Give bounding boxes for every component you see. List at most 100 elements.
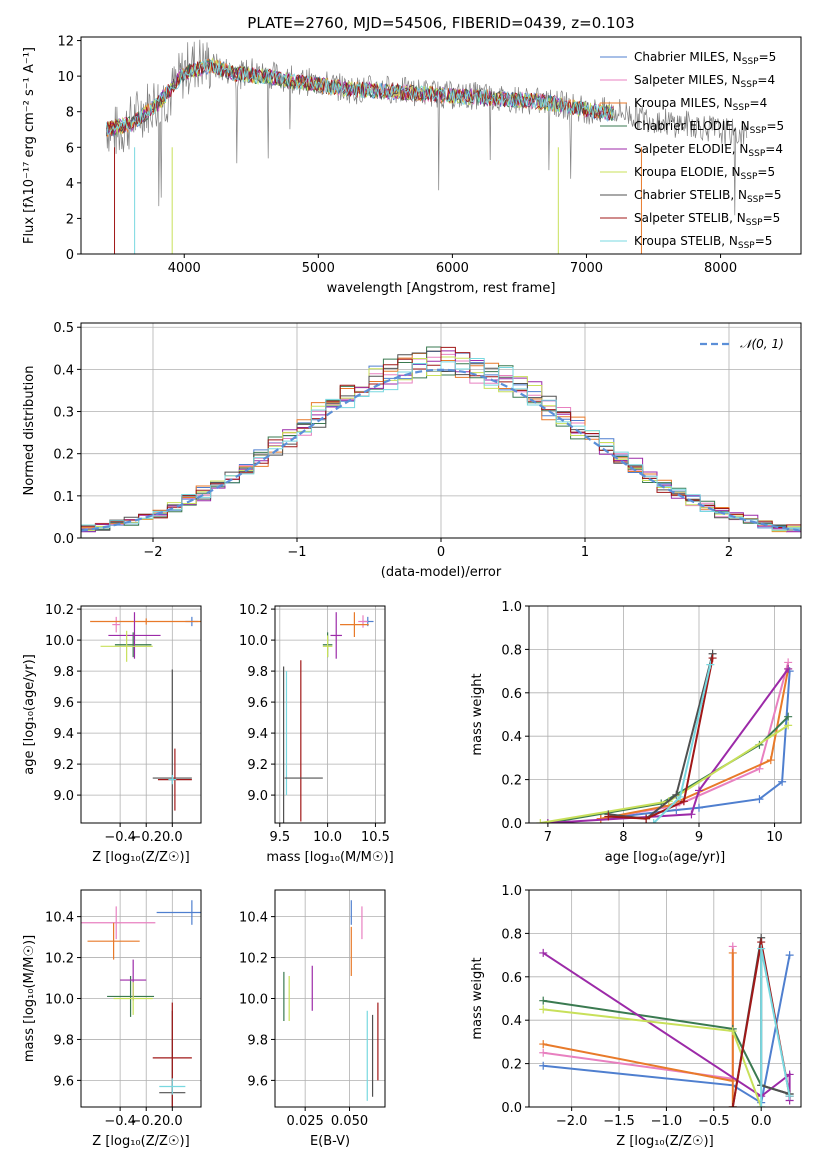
legend-entry: Salpeter ELODIE, NSSP=4: [634, 142, 783, 159]
y-axis-label: Flux [fλ10⁻¹⁷ erg cm⁻² s⁻¹ A⁻¹]: [22, 47, 37, 244]
x-tick-label: 10.0: [313, 830, 342, 845]
y-tick-label: 8: [66, 106, 74, 121]
weight-marker: [728, 1103, 737, 1107]
y-tick-label: 10.4: [239, 911, 268, 926]
y-tick-label: 9.8: [53, 665, 74, 680]
weight-marker: [708, 654, 717, 663]
weight-marker: [755, 795, 764, 804]
x-tick-label: 6000: [436, 261, 469, 276]
x-tick-label: −0.5: [698, 1114, 730, 1129]
x-axis-label: Z [log₁₀(Z/Z☉)]: [616, 1134, 713, 1149]
y-tick-label: 4: [66, 177, 74, 192]
observed-spectrum: [106, 39, 748, 216]
gaussian-curve: [81, 368, 801, 532]
y-tick-label: 10.4: [45, 911, 74, 926]
legend-entry: Chabrier MILES, NSSP=5: [634, 50, 776, 67]
x-tick-label: 2: [725, 545, 733, 560]
weight-marker: [539, 1048, 548, 1057]
weight-line: [600, 662, 790, 820]
weight-marker: [728, 1027, 737, 1036]
y-tick-label: 0.6: [501, 687, 522, 702]
weight-marker: [604, 812, 613, 821]
y-tick-label: 0.4: [53, 363, 74, 378]
y-tick-label: 10.0: [45, 993, 74, 1008]
x-axis-label: Z [log₁₀(Z/Z☉)]: [92, 850, 189, 865]
y-tick-label: 9.4: [247, 727, 268, 742]
model-spectrum: [106, 58, 614, 135]
legend-entry: Kroupa ELODIE, NSSP=5: [634, 165, 775, 182]
x-axis-label: mass [log₁₀(M/M☉)]: [266, 850, 393, 865]
weight-marker: [728, 948, 737, 957]
legend-entry: Salpeter MILES, NSSP=4: [634, 73, 775, 90]
x-tick-label: 0: [437, 545, 445, 560]
y-tick-label: 0.4: [501, 730, 522, 745]
y-tick-label: 0.3: [53, 406, 74, 421]
x-tick-label: 8: [619, 830, 627, 845]
weight-marker: [784, 721, 793, 730]
weight-line: [547, 668, 790, 823]
weight-marker: [766, 756, 775, 765]
plot-area: [81, 346, 801, 533]
y-tick-label: 10: [57, 70, 74, 85]
x-axis-label: wavelength [Angstrom, rest frame]: [327, 281, 556, 296]
x-axis-label: Z [log₁₀(Z/Z☉)]: [92, 1134, 189, 1149]
x-tick-label: 0.0: [162, 1114, 183, 1129]
weight-marker: [695, 803, 703, 812]
chart-title: PLATE=2760, MJD=54506, FIBERID=0439, z=0…: [247, 14, 634, 32]
weight-marker: [642, 814, 651, 823]
y-tick-label: 10.2: [45, 603, 74, 618]
x-tick-label: −0.2: [130, 830, 162, 845]
weight-marker: [785, 1092, 794, 1101]
plot-area: [283, 612, 374, 823]
weight-marker: [706, 660, 715, 669]
axes-mass-vs-EBV: 0.025 0.050 9.6 9.8 10.0 10.2 10.4 E(B-V): [239, 889, 386, 1149]
y-tick-label: 0: [66, 248, 74, 263]
y-tick-label: 0.8: [501, 927, 522, 942]
axes-spectrum: 4000 5000 6000 7000 8000 0 2 4 6 8 10 12 wavelength …: [22, 14, 802, 296]
x-tick-label: 0.0: [162, 830, 183, 845]
weight-marker: [539, 996, 548, 1005]
weight-marker: [543, 819, 552, 823]
x-tick-label: −2: [143, 545, 162, 560]
y-tick-label: 0.0: [53, 532, 74, 547]
weight-line: [600, 668, 790, 820]
model-spectrum: [106, 61, 614, 135]
y-tick-label: 0.5: [53, 321, 74, 336]
weight-line: [543, 954, 791, 1105]
y-tick-label: 10.0: [239, 634, 268, 649]
x-tick-label: 8000: [704, 261, 737, 276]
y-axis-label: Normed distribution: [22, 366, 37, 496]
x-tick-label: −2.0: [556, 1114, 588, 1129]
legend-entry: Salpeter STELIB, NSSP=5: [634, 211, 780, 228]
y-tick-label: 0.6: [501, 971, 522, 986]
y-tick-label: 9.8: [247, 665, 268, 680]
y-tick-label: 0.4: [501, 1014, 522, 1029]
weight-marker: [757, 1103, 766, 1107]
y-tick-label: 9.8: [53, 1033, 74, 1048]
weight-marker: [695, 786, 703, 795]
model-spectrum: [106, 59, 614, 137]
y-tick-label: 9.6: [53, 696, 74, 711]
y-tick-label: 0.2: [501, 774, 522, 789]
weight-marker: [539, 1061, 548, 1070]
x-tick-label: −1: [287, 545, 306, 560]
weight-marker: [676, 792, 685, 801]
y-tick-label: 1.0: [501, 600, 522, 615]
legend: Chabrier MILES, NSSP=5 Salpeter MILES, NS…: [600, 50, 784, 251]
legend-entry: Chabrier STELIB, NSSP=5: [634, 188, 782, 205]
axes-frame: [274, 605, 386, 824]
x-tick-label: 7: [544, 830, 552, 845]
y-tick-label: 9.0: [53, 789, 74, 804]
y-tick-label: 9.2: [247, 758, 268, 773]
axes-frame: [528, 889, 802, 1108]
axes-weight-vs-age: 7 8 9 10 0.0 0.2 0.4 0.6 0.8 1.0 age [log₁₀(age/yr…: [470, 600, 802, 865]
weight-marker: [757, 944, 766, 953]
y-axis-label: age [log₁₀(age/yr)]: [22, 654, 37, 775]
x-tick-label: 1: [581, 545, 589, 560]
axes-age-vs-Z: −0.4−0.2 0.0 9.0 9.2 9.4 9.6 9.8 10.0 10.2 Z [log…: [22, 603, 202, 865]
weight-line: [542, 952, 791, 1101]
axes-frame: [80, 605, 202, 824]
x-tick-label: 7000: [570, 261, 603, 276]
weight-marker: [536, 819, 545, 823]
plot-area: [536, 649, 794, 823]
